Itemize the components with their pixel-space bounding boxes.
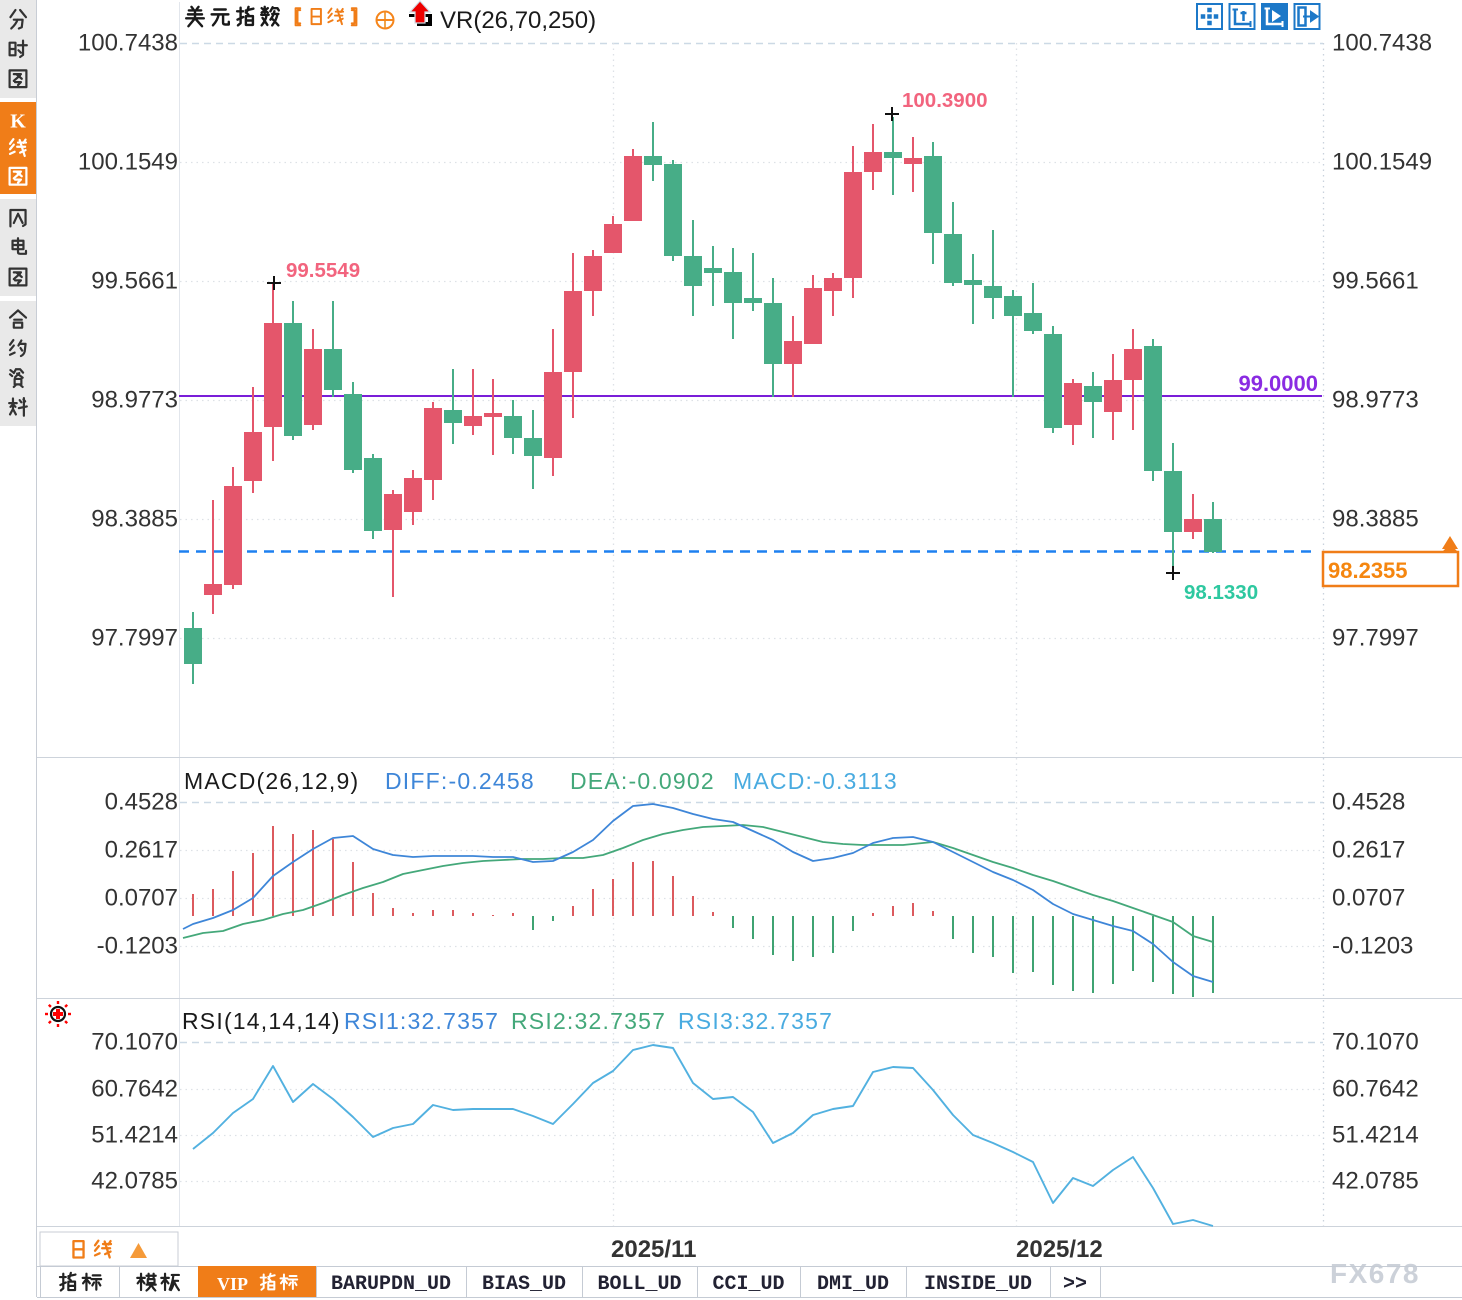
- svg-text:0.0707: 0.0707: [105, 885, 178, 912]
- svg-text:60.7642: 60.7642: [1332, 1076, 1419, 1103]
- svg-text:-0.1203: -0.1203: [1332, 933, 1413, 960]
- svg-text:98.3885: 98.3885: [91, 506, 178, 533]
- svg-text:BARUPDN_UD: BARUPDN_UD: [331, 1273, 451, 1296]
- svg-text:RSI1:32.7357: RSI1:32.7357: [344, 1008, 499, 1034]
- svg-text:0.4528: 0.4528: [105, 789, 178, 816]
- svg-text:51.4214: 51.4214: [91, 1122, 178, 1149]
- svg-text:98.1330: 98.1330: [1184, 581, 1258, 604]
- svg-text:99.5661: 99.5661: [91, 268, 178, 295]
- svg-text:100.3900: 100.3900: [902, 89, 988, 112]
- svg-text:MACD:-0.3113: MACD:-0.3113: [733, 768, 898, 794]
- svg-text:FX678: FX678: [1330, 1258, 1420, 1289]
- svg-text:2025/11: 2025/11: [611, 1236, 696, 1263]
- svg-text:DEA:-0.0902: DEA:-0.0902: [570, 768, 715, 794]
- svg-text:0.2617: 0.2617: [105, 837, 178, 864]
- svg-text:MACD(26,12,9): MACD(26,12,9): [184, 768, 359, 794]
- svg-text:42.0785: 42.0785: [91, 1168, 178, 1195]
- svg-text:100.7438: 100.7438: [78, 30, 178, 57]
- svg-text:51.4214: 51.4214: [1332, 1122, 1419, 1149]
- svg-text:100.1549: 100.1549: [78, 149, 178, 176]
- svg-text:>>: >>: [1063, 1273, 1087, 1296]
- svg-text:99.0000: 99.0000: [1238, 371, 1318, 396]
- svg-text:RSI3:32.7357: RSI3:32.7357: [678, 1008, 833, 1034]
- svg-text:VR(26,70,250): VR(26,70,250): [440, 7, 596, 34]
- svg-text:K: K: [10, 110, 26, 132]
- svg-text:70.1070: 70.1070: [91, 1029, 178, 1056]
- svg-text:42.0785: 42.0785: [1332, 1168, 1419, 1195]
- svg-text:0.4528: 0.4528: [1332, 789, 1405, 816]
- svg-text:RSI(14,14,14): RSI(14,14,14): [182, 1008, 341, 1034]
- svg-text:99.5549: 99.5549: [286, 259, 360, 282]
- svg-text:VIP: VIP: [217, 1274, 248, 1294]
- svg-text:BIAS_UD: BIAS_UD: [482, 1273, 566, 1296]
- svg-text:2025/12: 2025/12: [1016, 1236, 1103, 1263]
- svg-text:0.2617: 0.2617: [1332, 837, 1405, 864]
- svg-text:CCI_UD: CCI_UD: [713, 1273, 785, 1296]
- svg-text:98.3885: 98.3885: [1332, 506, 1419, 533]
- svg-text:100.7438: 100.7438: [1332, 30, 1432, 57]
- svg-text:BOLL_UD: BOLL_UD: [598, 1273, 682, 1296]
- svg-text:97.7997: 97.7997: [1332, 625, 1419, 652]
- svg-text:0.0707: 0.0707: [1332, 885, 1405, 912]
- svg-text:RSI2:32.7357: RSI2:32.7357: [511, 1008, 666, 1034]
- svg-text:97.7997: 97.7997: [91, 625, 178, 652]
- svg-text:99.5661: 99.5661: [1332, 268, 1419, 295]
- svg-text:98.9773: 98.9773: [1332, 387, 1419, 414]
- svg-text:-0.1203: -0.1203: [97, 933, 178, 960]
- svg-text:98.9773: 98.9773: [91, 387, 178, 414]
- svg-text:DMI_UD: DMI_UD: [817, 1273, 889, 1296]
- svg-text:70.1070: 70.1070: [1332, 1029, 1419, 1056]
- svg-text:98.2355: 98.2355: [1328, 558, 1408, 583]
- svg-text:100.1549: 100.1549: [1332, 149, 1432, 176]
- svg-text:INSIDE_UD: INSIDE_UD: [924, 1273, 1032, 1296]
- svg-text:DIFF:-0.2458: DIFF:-0.2458: [385, 768, 535, 794]
- svg-text:60.7642: 60.7642: [91, 1076, 178, 1103]
